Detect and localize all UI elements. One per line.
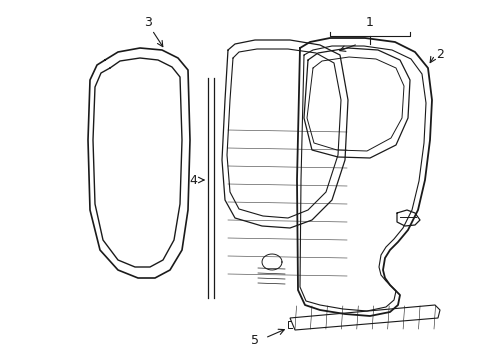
Text: 4: 4 [189, 174, 197, 186]
Polygon shape [289, 305, 439, 330]
Text: 2: 2 [435, 49, 443, 62]
Text: 5: 5 [250, 333, 259, 346]
Text: 3: 3 [144, 15, 152, 28]
Text: 1: 1 [366, 15, 373, 28]
